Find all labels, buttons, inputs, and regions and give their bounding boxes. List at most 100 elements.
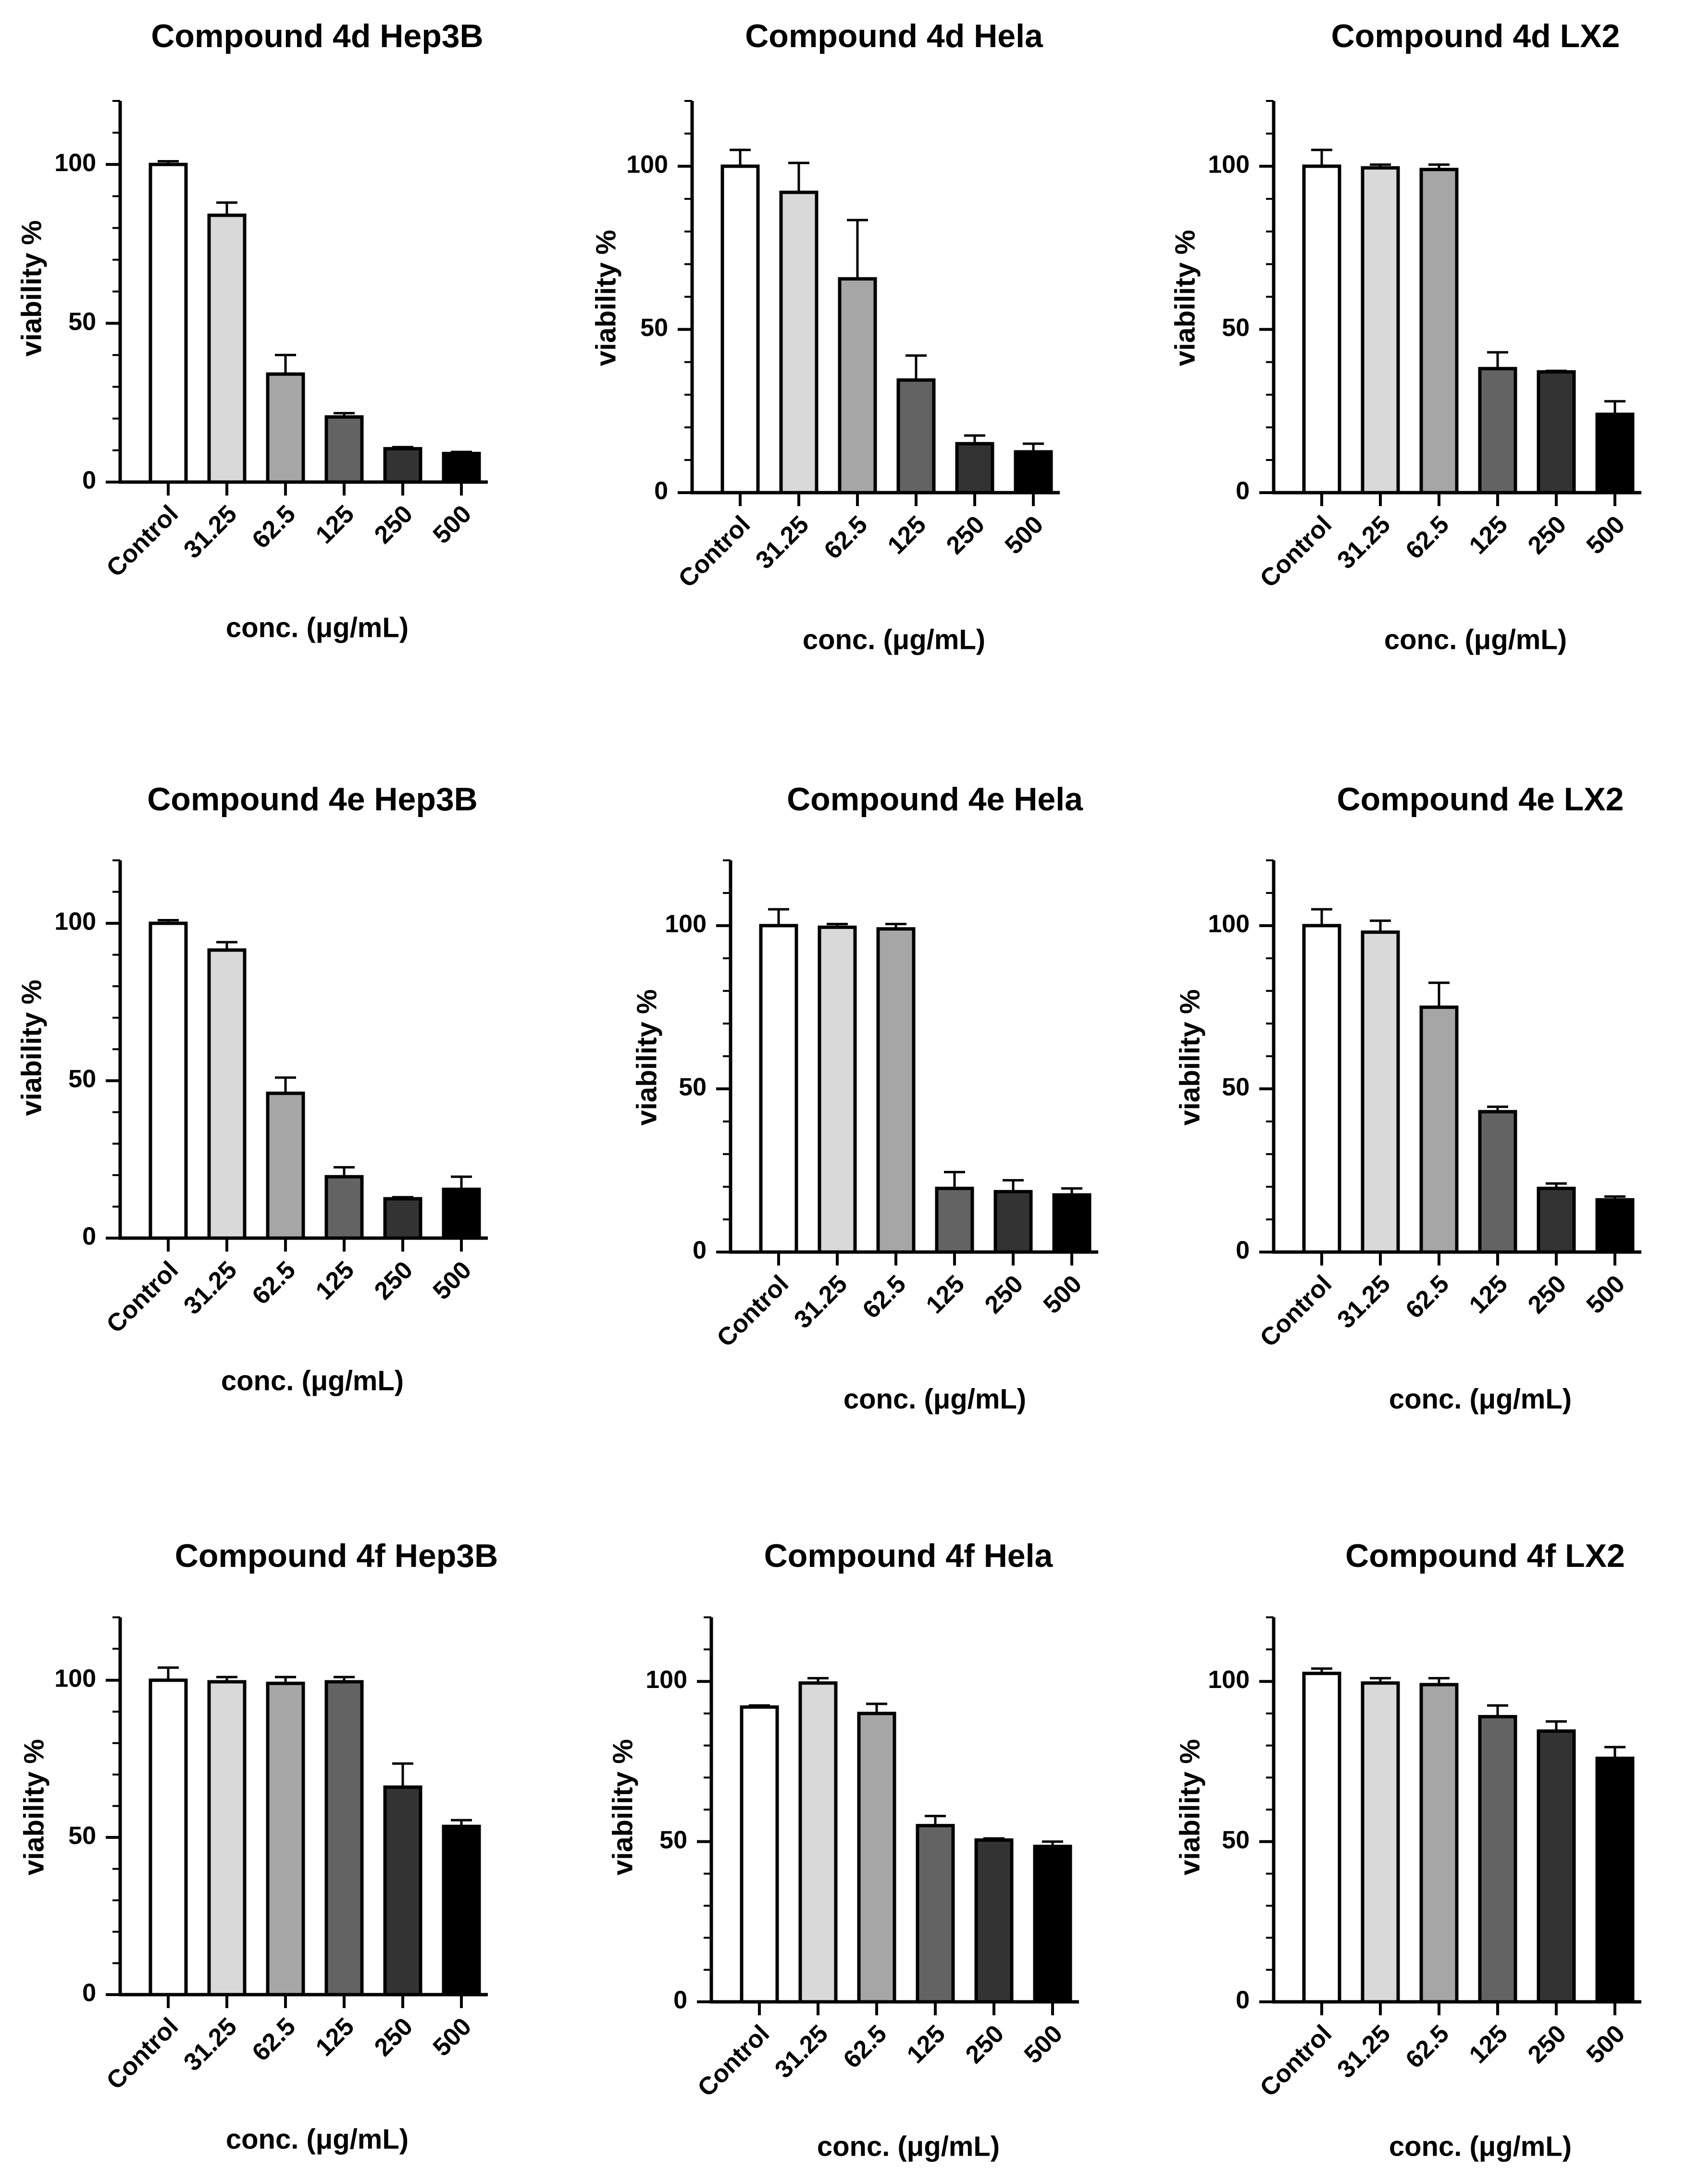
x-axis-label: conc. (μg/mL)	[1389, 2131, 1572, 2162]
bar-31-25	[779, 190, 819, 495]
y-tick-label: 50	[640, 314, 668, 342]
y-tick-label: 0	[1236, 477, 1250, 505]
y-axis-label: viability %	[631, 989, 662, 1126]
chart-panel-4: Compound 4e Hep3B viability % conc. (μg/mL…	[16, 781, 488, 1396]
chart-panel-7: Compound 4f Hep3B viability % conc. (μg/mL…	[18, 1538, 498, 2155]
y-tick-label: 0	[654, 477, 668, 505]
category-label: 250	[1523, 510, 1572, 559]
x-axis-label: conc. (μg/mL)	[1384, 624, 1567, 655]
bar-62-5	[266, 1681, 305, 1997]
chart-panel-5: Compound 4e Hela viability % conc. (μg/mL)…	[631, 781, 1098, 1415]
chart-title: Compound 4f Hep3B	[175, 1538, 498, 1574]
category-label: 31.25	[178, 500, 242, 564]
category-label: Control	[711, 1270, 794, 1353]
x-axis-label: conc. (μg/mL)	[221, 1365, 404, 1396]
bar-62-5	[266, 1092, 305, 1240]
bar-62-5	[838, 277, 877, 495]
chart-panel-1: Compound 4d Hep3B viability % conc. (μg/mL…	[16, 18, 488, 643]
category-label: Control	[1254, 510, 1337, 593]
chart-title: Compound 4e Hela	[787, 781, 1083, 818]
category-label: 125	[310, 2012, 360, 2061]
bar-31-25	[207, 213, 247, 484]
y-tick-label: 100	[54, 149, 96, 177]
category-label: 250	[369, 1256, 418, 1305]
y-tick-label: 100	[1208, 1666, 1250, 1694]
category-label: 500	[1581, 1270, 1630, 1319]
y-tick-label: 50	[1222, 1073, 1250, 1101]
chart-title: Compound 4d Hela	[745, 18, 1043, 54]
bar-control	[1302, 924, 1341, 1254]
bar-31-25	[1361, 166, 1400, 495]
bar-250	[1537, 1187, 1576, 1254]
bar-125	[324, 415, 364, 484]
bar-31-25	[818, 925, 857, 1254]
y-tick-label: 0	[82, 1223, 96, 1251]
bar-250	[1537, 1729, 1576, 2004]
bar-control	[1302, 164, 1341, 495]
chart-title: Compound 4e LX2	[1337, 781, 1624, 818]
chart-title: Compound 4d LX2	[1331, 18, 1620, 54]
y-tick-label: 50	[68, 1065, 96, 1093]
chart-title: Compound 4f Hela	[764, 1538, 1054, 1574]
bar-250	[383, 447, 422, 484]
bar-250	[993, 1190, 1033, 1254]
y-tick-label: 50	[679, 1073, 707, 1101]
category-label: 500	[1000, 510, 1049, 559]
category-label: 500	[1019, 2020, 1068, 2069]
category-label: 500	[1038, 1270, 1087, 1319]
bar-62-5	[1419, 1005, 1459, 1254]
bar-500	[442, 1824, 481, 1997]
category-label: Control	[673, 510, 756, 593]
category-label: 125	[310, 500, 360, 549]
category-label: 62.5	[1401, 2020, 1455, 2074]
category-label: 62.5	[1401, 510, 1455, 565]
bar-62-5	[857, 1712, 896, 2004]
bar-62-5	[1419, 168, 1459, 495]
category-label: 125	[310, 1256, 360, 1305]
y-tick-label: 50	[1222, 1826, 1250, 1854]
category-label: 250	[369, 500, 418, 549]
category-label: Control	[1254, 2020, 1337, 2102]
bar-62-5	[266, 372, 305, 484]
bar-125	[324, 1680, 364, 1997]
category-label: 125	[1464, 2020, 1513, 2069]
bar-125	[1478, 367, 1517, 495]
y-tick-label: 0	[693, 1237, 707, 1265]
y-tick-label: 50	[68, 1822, 96, 1850]
category-label: Control	[1254, 1270, 1337, 1353]
y-tick-label: 100	[54, 908, 96, 936]
category-label: 500	[1581, 510, 1630, 559]
category-label: 31.25	[178, 2012, 242, 2076]
category-label: 250	[1523, 1270, 1572, 1319]
category-label: 500	[428, 500, 477, 549]
y-tick-label: 0	[673, 1986, 687, 2014]
x-axis-label: conc. (μg/mL)	[226, 612, 409, 643]
y-axis-label: viability %	[1169, 230, 1201, 366]
bar-31-25	[207, 948, 247, 1240]
x-axis-label: conc. (μg/mL)	[1389, 1383, 1572, 1415]
bar-control	[149, 162, 188, 484]
bar-control	[720, 164, 760, 495]
bar-250	[1537, 370, 1576, 495]
bar-500	[442, 452, 481, 484]
bar-500	[1595, 1756, 1635, 2004]
category-label: 125	[882, 510, 931, 559]
chart-title: Compound 4e Hep3B	[147, 781, 478, 818]
y-tick-label: 100	[1208, 151, 1250, 179]
chart-panel-2: Compound 4d Hela viability % conc. (μg/mL)…	[590, 18, 1060, 655]
category-label: 31.25	[769, 2020, 833, 2084]
chart-title: Compound 4d Hep3B	[151, 18, 483, 54]
bar-500	[1595, 412, 1635, 495]
bar-500	[1014, 450, 1053, 495]
y-tick-label: 50	[659, 1826, 687, 1854]
category-label: 31.25	[1332, 510, 1396, 574]
bar-31-25	[1361, 1681, 1400, 2004]
category-label: Control	[101, 1256, 184, 1339]
category-label: 250	[960, 2020, 1009, 2069]
bar-125	[896, 378, 936, 495]
bar-62-5	[876, 927, 916, 1254]
y-tick-label: 50	[68, 308, 96, 335]
bar-500	[1033, 1845, 1072, 2004]
y-tick-label: 0	[82, 467, 96, 495]
